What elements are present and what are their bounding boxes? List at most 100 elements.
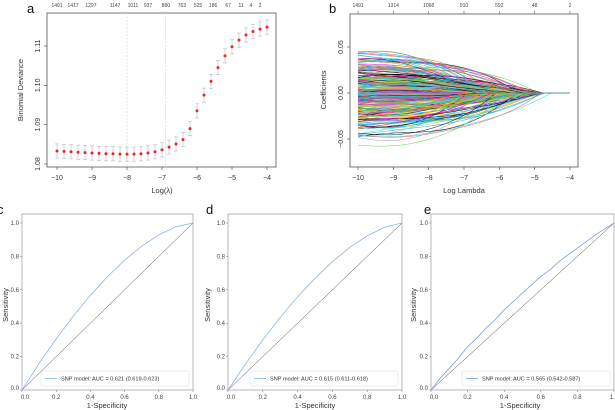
c-ytick-label: 1.0 — [11, 221, 20, 227]
d-ytick-label: 0.2 — [217, 355, 226, 361]
a-data-point — [167, 145, 171, 149]
c-legend-label: SNP model: AUC = 0.621 (0.619-0.623) — [61, 377, 159, 383]
d-ytick-label: 0.8 — [217, 254, 226, 260]
c-xlabel: 1-Specificity — [87, 401, 128, 410]
a-ytick-label: 1.10 — [35, 78, 42, 92]
b-coefficient-path — [357, 60, 570, 94]
b-ytick-label: 0.00 — [338, 86, 345, 100]
b-top-axis-label: 592 — [495, 3, 504, 9]
a-plot-frame — [46, 12, 277, 168]
a-data-point — [111, 152, 115, 156]
a-data-point — [223, 54, 227, 58]
e-ytick-label: 0.4 — [420, 321, 429, 327]
a-data-point — [62, 149, 66, 153]
d-xtick-label: 1.0 — [398, 395, 407, 401]
c-diagonal-reference-line — [21, 222, 194, 391]
c-ylabel: Sensitivity — [1, 288, 10, 322]
a-top-axis-label: 1491 — [51, 3, 62, 9]
d-legend-box — [249, 370, 399, 387]
a-data-point — [83, 151, 87, 155]
b-xtick-label: −4 — [566, 175, 574, 182]
a-xlabel: Log(λ) — [151, 186, 173, 195]
d-xtick-label: 0.4 — [293, 395, 302, 401]
a-data-point — [202, 93, 206, 97]
a-data-point — [132, 152, 136, 156]
panel-c: 0.00.0 0.2 0.2 0.4 0.4 0.6 0.6 0.8 0.8 1.0 1.0 SNP … — [11, 213, 198, 401]
a-ytick-label: 1.11 — [35, 39, 42, 52]
a-xtick-label: −8 — [123, 175, 131, 182]
b-ytick-label: −0.05 — [338, 130, 345, 148]
a-data-point — [237, 38, 241, 42]
a-top-axis-label: 4 — [250, 3, 253, 9]
panel-label-c: c — [0, 202, 4, 217]
b-top-axis-label: 1068 — [423, 3, 434, 9]
a-xtick-label: −5 — [228, 175, 236, 182]
e-xtick-label: 0.0 — [430, 395, 439, 401]
b-xtick-label: −7 — [460, 175, 468, 182]
d-plot-frame — [227, 213, 403, 391]
a-top-axis-label: 186 — [209, 3, 218, 9]
a-data-point — [251, 29, 255, 33]
a-data-point — [195, 109, 199, 113]
panel-b: −10 −9 −8 −7 −6 −5 −4 −0.05 0.00 0.05 1491 1314 1068… — [338, 3, 579, 182]
panel-d: 0.00.0 0.2 0.2 0.4 0.4 0.6 0.6 0.8 0.8 1.0 1.0 SNP … — [217, 213, 407, 401]
c-ytick-label: 0.2 — [11, 355, 20, 361]
c-legend-box — [40, 370, 190, 387]
c-xtick-label: 1.0 — [189, 395, 198, 401]
e-ytick-label: 0.0 — [420, 386, 429, 392]
d-ytick-label: 1.0 — [217, 221, 226, 227]
e-xtick-label: 0.6 — [537, 395, 546, 401]
a-top-axis-label: 1417 — [68, 3, 79, 9]
c-xtick-label: 0.2 — [52, 395, 61, 401]
a-data-point — [90, 151, 94, 155]
a-data-point — [125, 152, 129, 156]
d-ytick-label: 0.4 — [217, 321, 226, 327]
a-xtick-label: −4 — [263, 175, 271, 182]
b-ylabel: Coefficients — [319, 70, 328, 109]
a-data-point — [76, 150, 80, 154]
e-legend-box — [461, 370, 611, 387]
e-ytick-label: 0.2 — [420, 355, 429, 361]
a-top-axis-label: 67 — [225, 3, 231, 9]
a-ylabel: Binomial Deviance — [16, 59, 25, 121]
b-top-axis-label: 48 — [532, 3, 538, 9]
b-top-axis-label: 1314 — [388, 3, 399, 9]
d-xtick-label: 0.8 — [363, 395, 372, 401]
e-xtick-label: 1.0 — [610, 395, 615, 401]
a-top-axis-label: 763 — [178, 3, 187, 9]
a-data-point — [55, 149, 59, 153]
a-data-point — [188, 127, 192, 131]
a-data-point — [104, 152, 108, 156]
e-roc-curve — [430, 222, 615, 391]
b-coefficient-path — [357, 92, 570, 138]
panel-label-e: e — [424, 202, 431, 217]
c-xtick-label: 0.8 — [155, 395, 164, 401]
a-data-point — [153, 150, 157, 154]
d-xlabel: 1-Specificity — [295, 401, 336, 410]
a-data-point — [181, 138, 185, 142]
a-data-point — [160, 148, 164, 152]
c-ytick-label: 0.6 — [11, 288, 20, 294]
b-top-axis-label: 1491 — [352, 3, 363, 9]
a-data-point — [146, 151, 150, 155]
e-ytick-label: 0.8 — [420, 254, 429, 260]
d-diagonal-reference-line — [227, 222, 403, 391]
panel-label-b: b — [329, 1, 336, 16]
a-top-axis-label: 1147 — [110, 3, 121, 9]
c-xtick-label: 0.6 — [120, 395, 129, 401]
a-data-point — [69, 150, 73, 154]
e-legend-label: SNP model: AUC = 0.565 (0.542-0.587) — [482, 377, 580, 383]
a-xtick-label: −9 — [88, 175, 96, 182]
c-ytick-label: 0.8 — [11, 254, 20, 260]
e-ytick-label: 1.0 — [420, 221, 429, 227]
a-data-point — [230, 45, 234, 49]
a-top-axis-label: 880 — [162, 3, 171, 9]
a-top-axis-label: 1297 — [85, 3, 96, 9]
b-xtick-label: −10 — [352, 175, 364, 182]
a-top-axis-label: 1011 — [128, 3, 139, 9]
b-xtick-label: −5 — [531, 175, 539, 182]
d-roc-curve — [227, 222, 403, 391]
a-data-point — [216, 66, 220, 70]
a-data-point — [118, 152, 122, 156]
